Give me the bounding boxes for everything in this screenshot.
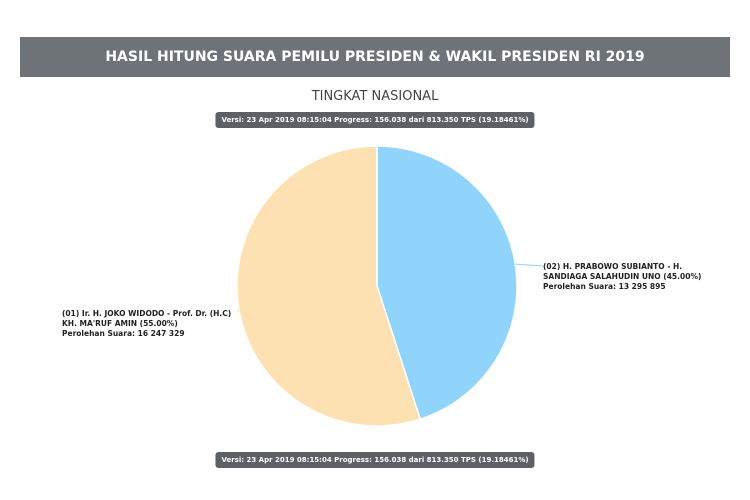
vote-count: Perolehan Suara: 16 247 329 xyxy=(62,329,185,339)
pie-slice xyxy=(376,145,518,421)
candidate-name: (02) H. PRABOWO SUBIANTO - H. SANDIAGA S… xyxy=(543,262,702,282)
label-connector xyxy=(515,263,544,267)
version-badge: Versi: 23 Apr 2019 08:15:04 Progress: 15… xyxy=(215,112,535,128)
header-title: HASIL HITUNG SUARA PEMILU PRESIDEN & WAK… xyxy=(20,37,730,77)
slice-label: (01) Ir. H. JOKO WIDODO - Prof. Dr. (H.C… xyxy=(62,309,237,339)
vote-count: Perolehan Suara: 13 295 895 xyxy=(543,282,666,292)
candidate-name: (01) Ir. H. JOKO WIDODO - Prof. Dr. (H.C… xyxy=(62,309,232,329)
subtitle: TINGKAT NASIONAL xyxy=(311,89,439,104)
pie-slice xyxy=(236,145,422,427)
slice-label: (02) H. PRABOWO SUBIANTO - H. SANDIAGA S… xyxy=(543,262,713,292)
label-connector xyxy=(237,307,240,314)
version-badge: Versi: 23 Apr 2019 08:15:04 Progress: 15… xyxy=(215,452,535,468)
